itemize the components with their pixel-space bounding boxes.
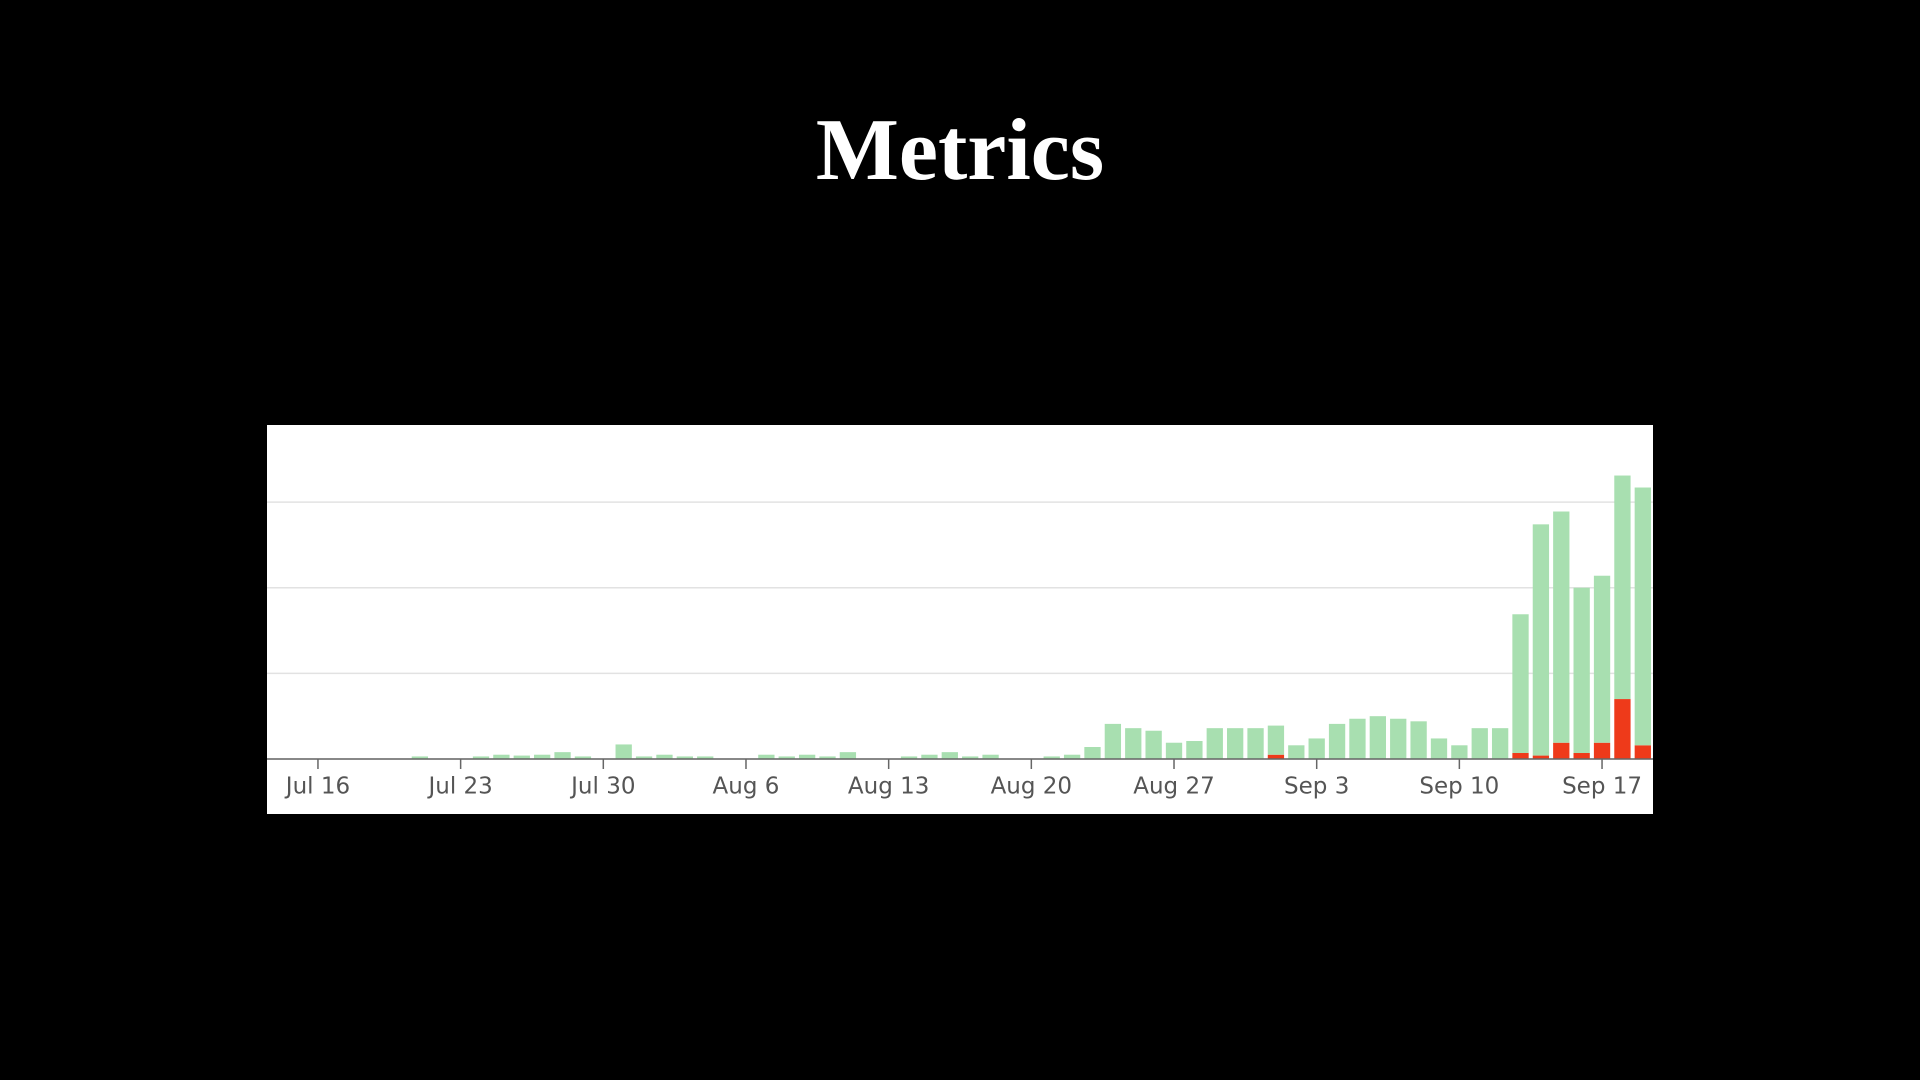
bar — [1451, 745, 1468, 759]
bar — [697, 756, 714, 759]
bar — [1084, 747, 1101, 759]
bar — [819, 756, 836, 759]
bar — [1165, 742, 1183, 759]
bar — [1430, 738, 1448, 759]
bar — [1390, 718, 1407, 759]
slide-title: Metrics — [815, 102, 1105, 199]
x-tick-label: Jul 30 — [569, 774, 635, 800]
bar — [1553, 511, 1570, 743]
bar — [1471, 728, 1488, 759]
bar — [574, 756, 592, 759]
bar — [1532, 524, 1550, 756]
x-tick-label: Aug 20 — [991, 774, 1073, 800]
bar — [411, 756, 429, 759]
bar — [1227, 728, 1244, 759]
bar — [1308, 738, 1325, 759]
bar — [534, 754, 551, 759]
bar — [493, 754, 510, 759]
bar — [962, 756, 979, 759]
x-tick-label: Sep 10 — [1419, 774, 1499, 800]
bar — [1369, 716, 1386, 759]
bar — [1491, 728, 1509, 759]
bar — [1553, 742, 1570, 759]
bar — [1512, 753, 1529, 759]
bar — [778, 756, 795, 759]
bar — [1186, 741, 1203, 759]
bar — [798, 754, 816, 759]
bar — [656, 754, 673, 759]
bar — [1573, 753, 1590, 759]
bar — [1634, 745, 1651, 759]
bar — [921, 754, 938, 759]
bar — [1573, 587, 1590, 754]
bar — [1532, 755, 1550, 759]
bar — [635, 756, 653, 759]
x-tick-label: Aug 27 — [1133, 774, 1215, 800]
bar — [1063, 754, 1081, 759]
bar — [1247, 728, 1264, 759]
x-tick-label: Sep 3 — [1284, 774, 1349, 800]
bar — [839, 752, 857, 759]
bar — [1410, 721, 1427, 759]
bar — [758, 754, 775, 759]
x-tick-label: Jul 16 — [284, 774, 350, 800]
bar — [615, 744, 632, 759]
bar — [554, 752, 571, 759]
bar — [1043, 756, 1060, 759]
bar — [1267, 754, 1285, 759]
x-tick-label: Aug 6 — [713, 774, 780, 800]
bar — [1614, 699, 1631, 759]
bar — [1634, 487, 1651, 746]
chart: Jul 16 Jul 23 Jul 30 Aug 6 Aug 13 Aug 20 Aug 2… — [267, 425, 1653, 814]
bar — [941, 752, 958, 759]
bar — [513, 755, 530, 759]
bar — [472, 756, 490, 759]
bar — [1206, 728, 1223, 759]
bar — [1593, 742, 1611, 759]
bar — [900, 756, 918, 759]
bar — [676, 756, 693, 759]
x-tick-label: Sep 17 — [1562, 774, 1642, 800]
bar — [1349, 718, 1366, 759]
bar — [1125, 728, 1142, 759]
bar — [1614, 475, 1631, 700]
bar — [1512, 614, 1529, 754]
bar — [1593, 575, 1611, 743]
x-tick-label: Jul 23 — [426, 774, 492, 800]
bar — [982, 754, 999, 759]
bar — [1288, 745, 1305, 759]
bar — [1104, 723, 1122, 759]
x-tick-label: Aug 13 — [848, 774, 930, 800]
bar — [1328, 723, 1346, 759]
bar — [1145, 730, 1162, 759]
bar — [1267, 725, 1285, 755]
